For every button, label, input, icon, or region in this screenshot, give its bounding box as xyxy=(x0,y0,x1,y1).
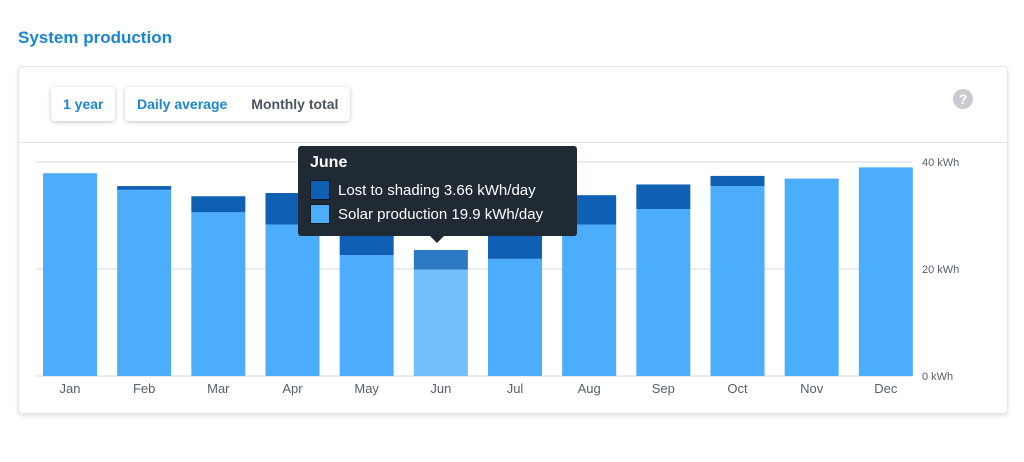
tooltip-shading-row: Lost to shading 3.66 kWh/day xyxy=(310,178,565,202)
y-tick-label: 40 kWh xyxy=(922,157,959,169)
x-tick-label: Jan xyxy=(60,381,81,396)
x-tick-label: Oct xyxy=(727,381,748,396)
tooltip-production-row: Solar production 19.9 kWh/day xyxy=(310,202,565,226)
production-bar[interactable] xyxy=(339,255,394,376)
production-bar[interactable] xyxy=(265,224,320,376)
production-bar[interactable] xyxy=(488,258,542,376)
range-selector: 1 year xyxy=(51,87,116,121)
x-tick-label: Aug xyxy=(578,381,601,396)
chart-tooltip: June Lost to shading 3.66 kWh/day Solar … xyxy=(298,146,577,243)
shading-bar[interactable] xyxy=(413,249,468,270)
production-bar[interactable] xyxy=(413,269,468,376)
production-bar[interactable] xyxy=(562,224,617,376)
production-bar[interactable] xyxy=(858,167,913,376)
shading-bar[interactable] xyxy=(117,186,172,190)
x-tick-label: Mar xyxy=(207,381,230,396)
x-tick-label: Jun xyxy=(430,381,451,396)
x-tick-label: Apr xyxy=(282,381,303,396)
production-bar[interactable] xyxy=(710,186,765,376)
tooltip-title: June xyxy=(310,154,348,171)
x-tick-label: Sep xyxy=(652,381,675,396)
help-icon[interactable]: ? xyxy=(953,89,973,109)
tooltip-production-label: Solar production 19.9 kWh/day xyxy=(338,205,544,223)
production-swatch xyxy=(310,204,330,224)
production-bar[interactable] xyxy=(636,209,691,376)
aggregation-toggle: Daily average Monthly total xyxy=(125,87,351,121)
x-tick-label: Feb xyxy=(133,381,155,396)
section-title: System production xyxy=(18,28,172,47)
x-tick-label: Jul xyxy=(507,381,524,396)
production-bar[interactable] xyxy=(117,189,172,376)
shading-swatch xyxy=(310,180,330,200)
shading-bar[interactable] xyxy=(710,175,765,187)
daily-average-button[interactable]: Daily average xyxy=(125,87,239,121)
y-tick-label: 20 kWh xyxy=(922,264,959,276)
one-year-button[interactable]: 1 year xyxy=(51,87,115,121)
x-tick-label: Dec xyxy=(874,381,898,396)
monthly-total-button[interactable]: Monthly total xyxy=(239,87,350,121)
tooltip-shading-label: Lost to shading 3.66 kWh/day xyxy=(338,181,536,199)
card-header: 1 year Daily average Monthly total ? xyxy=(19,67,1007,143)
production-bar[interactable] xyxy=(784,178,839,376)
production-bar[interactable] xyxy=(43,173,97,376)
shading-bar[interactable] xyxy=(636,184,691,210)
x-tick-label: May xyxy=(354,381,379,396)
y-tick-label: 0 kWh xyxy=(922,371,953,383)
x-tick-label: Nov xyxy=(800,381,824,396)
shading-bar[interactable] xyxy=(191,196,246,213)
production-bar[interactable] xyxy=(191,212,246,376)
